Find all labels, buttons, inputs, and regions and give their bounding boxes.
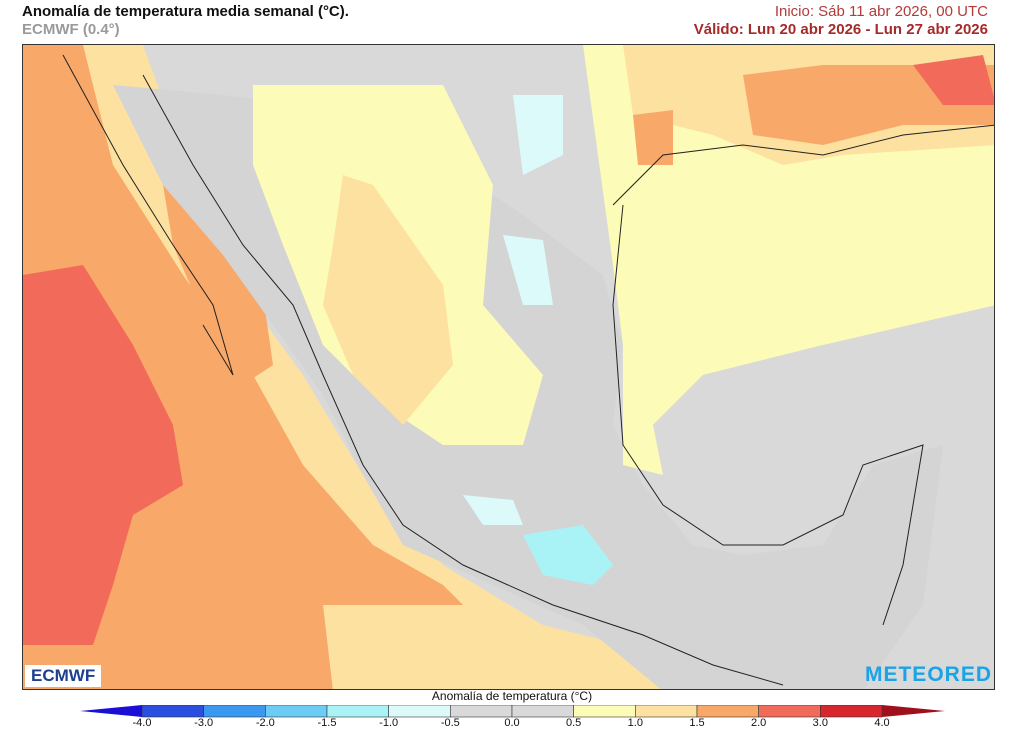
anomaly-map: ECMWF METEORED	[22, 44, 995, 690]
model-label: ECMWF (0.4°)	[22, 21, 120, 38]
colorbar-tick: -2.0	[255, 717, 275, 729]
colorbar-label: Anomalía de temperatura (°C)	[431, 689, 593, 703]
colorbar-segment	[696, 705, 759, 718]
us-red-spot	[913, 55, 994, 105]
colorbar-segment	[635, 705, 698, 718]
colorbar-tick: 3.0	[812, 717, 828, 729]
colorbar-segment	[388, 705, 451, 718]
colorbar-tick: 0.5	[566, 717, 582, 729]
cold-spot-center	[523, 525, 613, 585]
colorbar-tick: 2.0	[751, 717, 767, 729]
valid-period: Válido: Lun 20 abr 2026 - Lun 27 abr 202…	[693, 21, 988, 38]
map-title: Anomalía de temperatura media semanal (°…	[22, 3, 349, 20]
gulf-california-warm	[163, 185, 273, 385]
anomaly-field	[23, 45, 994, 689]
coastline	[62, 54, 994, 686]
cold-spot-west	[463, 495, 523, 525]
colorbar-tick: -1.5	[317, 717, 337, 729]
cold-spot-texas	[513, 95, 563, 175]
colorbar-segment	[573, 705, 636, 718]
meteored-logo: METEORED	[864, 663, 992, 686]
colorbar	[80, 705, 945, 718]
colorbar-segment	[511, 705, 574, 718]
caribbean-neutral	[653, 305, 994, 525]
colorbar-segment	[326, 705, 389, 718]
colorbar-segment	[203, 705, 266, 718]
colorbar-segment	[758, 705, 821, 718]
colorbar-segment	[820, 705, 883, 718]
texas-orange	[633, 110, 673, 165]
init-time: Inicio: Sáb 11 abr 2026, 00 UTC	[774, 3, 988, 20]
colorbar-tick: 0.0	[504, 717, 520, 729]
colorbar-over-triangle	[882, 705, 945, 717]
colorbar-tick: 1.0	[627, 717, 643, 729]
colorbar-tick: -4.0	[132, 717, 152, 729]
mexico-central-orange	[323, 175, 453, 425]
cold-spot-coahuila	[503, 235, 553, 305]
colorbar-tick: 1.5	[689, 717, 705, 729]
colorbar-segment	[450, 705, 513, 718]
ecmwf-logo: ECMWF	[25, 665, 102, 687]
colorbar-tick: 4.0	[874, 717, 890, 729]
colorbar-segment	[141, 705, 204, 718]
colorbar-segment	[265, 705, 328, 718]
pacific-red	[23, 265, 183, 645]
colorbar-tick: -1.0	[379, 717, 399, 729]
colorbar-tick: -3.0	[194, 717, 214, 729]
colorbar-tick: -0.5	[440, 717, 460, 729]
colorbar-under-triangle	[80, 705, 142, 717]
